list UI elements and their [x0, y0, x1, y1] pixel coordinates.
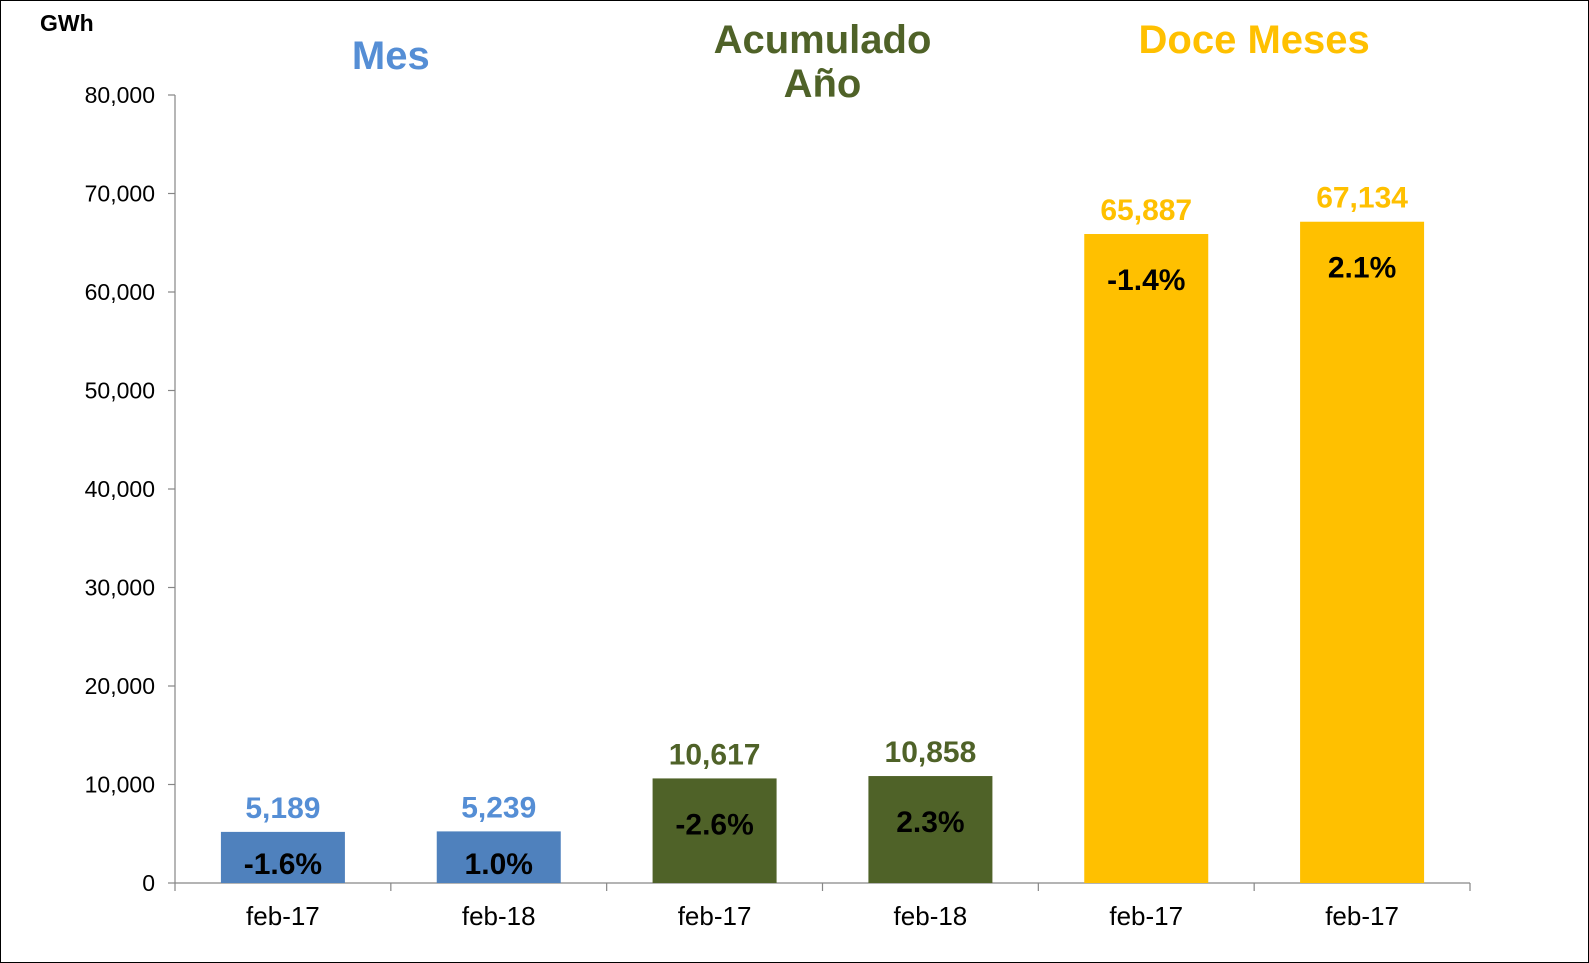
x-category-label: feb-18 [462, 901, 536, 931]
bar-change-label: 1.0% [465, 848, 533, 881]
bar [436, 831, 561, 883]
bar-change-label: 2.3% [896, 806, 964, 839]
bar [1084, 234, 1209, 883]
y-tick-label: 50,000 [85, 378, 155, 404]
y-tick-label: 0 [142, 870, 155, 896]
bar-change-label: -1.4% [1107, 264, 1185, 297]
y-tick-label: 10,000 [85, 772, 155, 798]
bar [868, 776, 993, 883]
bar-value-label: 5,189 [245, 792, 320, 825]
x-category-label: feb-17 [1325, 901, 1399, 931]
bar-value-label: 65,887 [1100, 194, 1192, 227]
y-tick-label: 30,000 [85, 575, 155, 601]
y-tick-label: 20,000 [85, 673, 155, 699]
group-title-acumulado-ano: Acumulado Año [713, 18, 932, 106]
bar-value-label: 67,134 [1316, 182, 1408, 215]
y-tick-label: 70,000 [85, 181, 155, 207]
x-category-label: feb-17 [1109, 901, 1183, 931]
x-category-label: feb-18 [894, 901, 968, 931]
bar [220, 831, 345, 883]
y-tick-label: 40,000 [85, 476, 155, 502]
group-title-mes: Mes [351, 34, 430, 78]
y-axis-unit-label: GWh [40, 10, 94, 36]
bar-value-label: 10,617 [669, 738, 761, 771]
bar-change-label: 2.1% [1328, 252, 1396, 285]
x-category-label: feb-17 [678, 901, 752, 931]
y-tick-label: 60,000 [85, 279, 155, 305]
bar [652, 778, 777, 883]
y-tick-label: 80,000 [85, 82, 155, 108]
bar-change-label: -2.6% [675, 808, 753, 841]
group-title-doce-meses: Doce Meses [1138, 18, 1370, 62]
bar-change-label: -1.6% [244, 848, 322, 881]
bar-value-label: 10,858 [885, 736, 977, 769]
bar [1300, 221, 1425, 883]
x-category-label: feb-17 [246, 901, 320, 931]
bar-value-label: 5,239 [461, 791, 536, 824]
